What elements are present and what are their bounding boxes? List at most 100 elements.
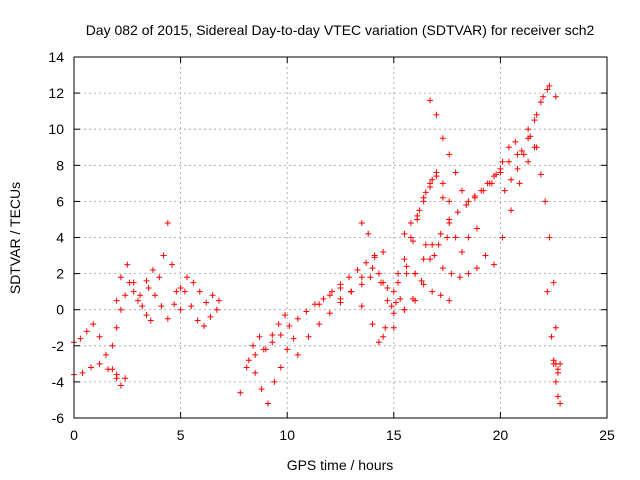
- data-point: [303, 308, 310, 315]
- data-point: [156, 274, 163, 281]
- data-point: [471, 194, 478, 201]
- data-point: [380, 333, 387, 340]
- data-point: [409, 295, 416, 302]
- data-point: [250, 342, 257, 349]
- data-point: [429, 288, 436, 295]
- data-point: [286, 322, 293, 329]
- y-tick-label: -2: [52, 338, 65, 354]
- y-tick-label: 8: [56, 157, 64, 173]
- data-point: [422, 241, 429, 248]
- data-point: [512, 138, 519, 145]
- data-point: [444, 234, 451, 241]
- series-arc-e: [145, 274, 222, 322]
- data-point: [152, 292, 159, 299]
- y-tick-label: -4: [52, 374, 65, 390]
- data-point: [363, 259, 370, 266]
- data-point: [557, 400, 564, 407]
- data-point: [546, 234, 553, 241]
- data-point: [203, 299, 210, 306]
- series-arc-u: [486, 86, 551, 187]
- data-point: [392, 299, 399, 306]
- data-point: [79, 369, 86, 376]
- data-point: [384, 285, 391, 292]
- data-point: [401, 256, 408, 263]
- data-point: [459, 248, 466, 255]
- data-point: [439, 135, 446, 142]
- data-point: [546, 82, 553, 89]
- series-arc-h: [245, 335, 297, 407]
- data-point: [446, 297, 453, 304]
- data-point: [177, 306, 184, 313]
- x-tick-label: 25: [599, 427, 615, 443]
- data-point: [164, 220, 171, 227]
- y-tick-label: 6: [56, 193, 64, 209]
- series-arc-y: [550, 357, 564, 373]
- data-point: [122, 292, 129, 299]
- data-point: [537, 171, 544, 178]
- data-point: [96, 333, 103, 340]
- data-point: [514, 165, 521, 172]
- data-point: [358, 274, 365, 281]
- data-point: [493, 171, 500, 178]
- data-point: [554, 366, 561, 373]
- data-point: [346, 274, 353, 281]
- data-point: [375, 339, 382, 346]
- x-tick-label: 20: [493, 427, 509, 443]
- data-point: [537, 99, 544, 106]
- series-arc-m: [358, 176, 436, 317]
- series-arc-n: [375, 169, 453, 346]
- data-point: [395, 270, 402, 277]
- data-point: [465, 234, 472, 241]
- series-arc-k: [316, 285, 419, 340]
- x-tick-label: 5: [177, 427, 185, 443]
- data-point: [454, 209, 461, 216]
- data-point: [544, 288, 551, 295]
- data-point: [134, 297, 141, 304]
- data-point: [320, 295, 327, 302]
- data-point: [409, 238, 416, 245]
- data-point: [397, 295, 404, 302]
- data-point: [277, 364, 284, 371]
- data-point: [137, 292, 144, 299]
- data-point: [117, 274, 124, 281]
- data-point: [130, 288, 137, 295]
- data-point: [143, 312, 150, 319]
- data-point: [527, 133, 534, 140]
- data-point: [433, 111, 440, 118]
- data-point: [427, 183, 434, 190]
- data-point: [431, 252, 438, 259]
- data-point: [514, 151, 521, 158]
- data-point: [113, 297, 120, 304]
- data-point: [160, 252, 167, 259]
- data-point: [525, 158, 532, 165]
- data-point: [491, 261, 498, 268]
- data-point: [501, 187, 508, 194]
- data-point: [465, 198, 472, 205]
- x-axis-label: GPS time / hours: [287, 457, 394, 473]
- series-arc-w: [525, 126, 561, 376]
- data-points: [71, 82, 564, 407]
- series-arc-g: [237, 312, 289, 396]
- data-point: [482, 252, 489, 259]
- data-point: [88, 364, 95, 371]
- series-arc-v: [501, 82, 559, 194]
- data-point: [533, 111, 540, 118]
- data-point: [465, 270, 472, 277]
- data-point: [258, 386, 265, 393]
- y-tick-label: 12: [48, 85, 64, 101]
- data-point: [550, 357, 557, 364]
- data-point: [143, 277, 150, 284]
- data-point: [403, 263, 410, 270]
- data-point: [183, 274, 190, 281]
- data-point: [520, 151, 527, 158]
- data-point: [525, 126, 532, 133]
- data-point: [380, 248, 387, 255]
- data-point: [401, 306, 408, 313]
- data-point: [446, 220, 453, 227]
- data-point: [518, 147, 525, 154]
- data-point: [435, 241, 442, 248]
- data-point: [83, 328, 90, 335]
- data-point: [369, 265, 376, 272]
- data-point: [452, 234, 459, 241]
- data-point: [269, 339, 276, 346]
